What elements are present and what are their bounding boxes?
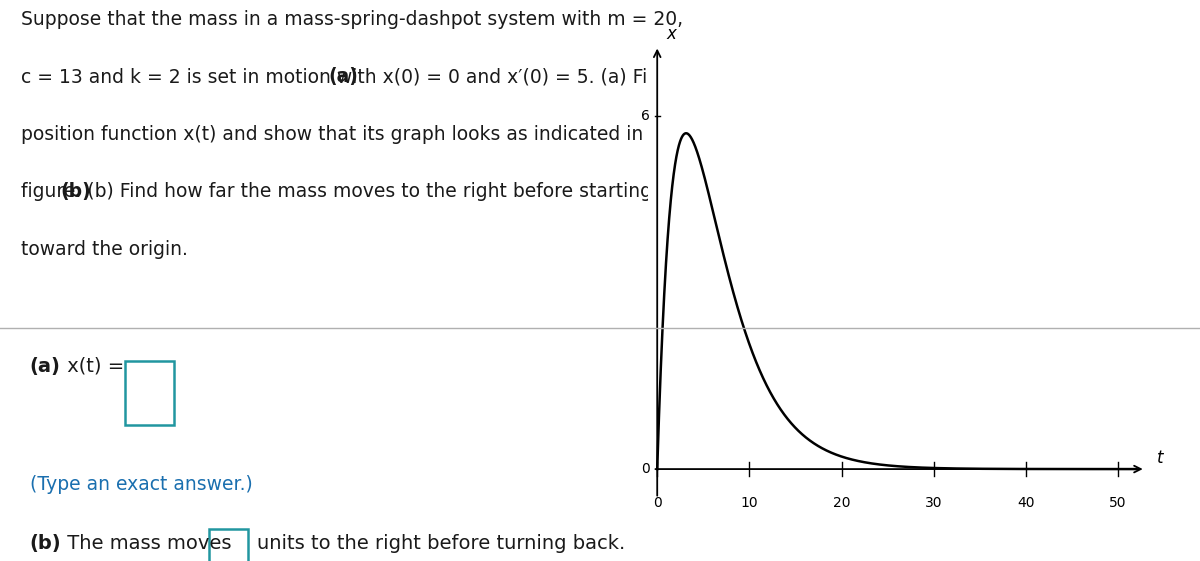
Text: Suppose that the mass in a mass-spring-dashpot system with m = 20,: Suppose that the mass in a mass-spring-d… [22,10,684,29]
Text: (b): (b) [60,182,91,201]
Text: x: x [666,25,677,43]
Text: 50: 50 [1109,495,1127,509]
Text: The mass moves: The mass moves [61,534,232,553]
Text: 6: 6 [641,109,650,123]
Text: toward the origin.: toward the origin. [22,240,188,259]
FancyBboxPatch shape [209,529,247,561]
Text: x(t) =: x(t) = [61,357,125,375]
Text: (Type an exact answer.): (Type an exact answer.) [30,475,252,494]
Text: (a): (a) [328,67,358,86]
Text: 0: 0 [653,495,661,509]
Text: t: t [1157,449,1163,467]
Text: 0: 0 [641,462,650,476]
Text: figure. (b) Find how far the mass moves to the right before starting back: figure. (b) Find how far the mass moves … [22,182,703,201]
Text: units to the right before turning back.: units to the right before turning back. [257,534,625,553]
Text: (b): (b) [30,534,61,553]
Text: c = 13 and k = 2 is set in motion with x(0) = 0 and x′(0) = 5. (a) Find the: c = 13 and k = 2 is set in motion with x… [22,67,708,86]
Text: position function x(t) and show that its graph looks as indicated in the: position function x(t) and show that its… [22,125,680,144]
Text: 10: 10 [740,495,758,509]
Text: 20: 20 [833,495,851,509]
Text: 40: 40 [1018,495,1034,509]
Text: (a): (a) [30,357,60,375]
Text: 30: 30 [925,495,942,509]
FancyBboxPatch shape [125,361,174,425]
